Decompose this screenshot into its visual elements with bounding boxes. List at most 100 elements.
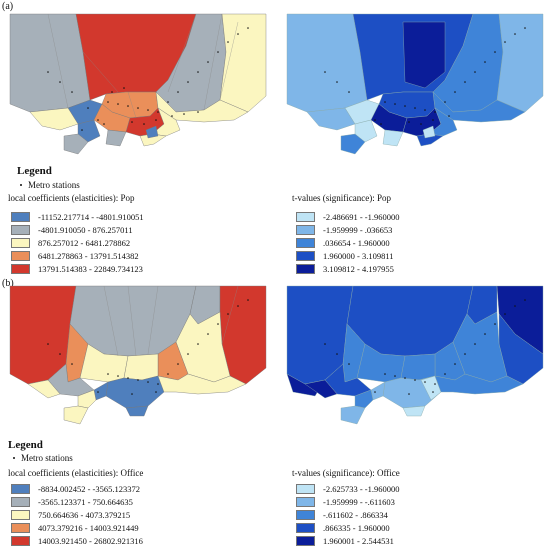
- region: [304, 379, 338, 399]
- legend-item-label: -2.486691 - -1.960000: [323, 211, 400, 222]
- legend-item: -2.625733 - -1.960000: [296, 482, 400, 495]
- caption-b-t-values: t-values (significance): Office: [292, 468, 400, 478]
- region: [123, 353, 159, 381]
- caption-a-coefficients: local coefficients (elasticities): Pop: [8, 193, 135, 203]
- region: [434, 373, 524, 395]
- region: [145, 125, 159, 139]
- region: [27, 379, 61, 399]
- region: [47, 363, 95, 397]
- legend-swatch: [11, 496, 30, 507]
- legend-item-label: -4801.910050 - 876.257011: [38, 224, 133, 235]
- legend-item: 750.664636 - 4073.379215: [11, 508, 143, 521]
- legend-swatch: [11, 250, 30, 261]
- legend-item-label: -2.625733 - -1.960000: [323, 483, 400, 494]
- legend-item-label: 3.109812 - 4.197955: [323, 263, 394, 274]
- legend-item: -1.959999 - -.611603: [296, 495, 400, 508]
- region: [29, 107, 79, 131]
- region: [496, 13, 544, 113]
- metro-label: Metro stations: [21, 453, 73, 463]
- region: [125, 405, 149, 417]
- legend-item: -4801.910050 - 876.257011: [11, 223, 144, 236]
- legend-swatch: [11, 237, 30, 248]
- legend-item: -11152.217714 - -4801.910051: [11, 210, 144, 223]
- legend-item-label: 13791.514383 - 22849.734123: [38, 263, 143, 274]
- region: [354, 389, 374, 409]
- region: [402, 21, 446, 89]
- legend-item-label: -8834.002452 - -3565.123372: [38, 483, 140, 494]
- legend-item-label: -1.959999 - -.611603: [323, 496, 395, 507]
- region: [340, 133, 366, 155]
- legend-item: -1.959999 - .036653: [296, 223, 400, 236]
- legend-swatch: [11, 535, 30, 546]
- legend-swatch: [11, 483, 30, 494]
- metro-label: Metro stations: [28, 180, 80, 190]
- region: [77, 389, 97, 409]
- legend-item: .866335 - 1.960000: [296, 521, 400, 534]
- legend-swatch: [11, 224, 30, 235]
- legend-item: 14003.921450 - 26802.921316: [11, 534, 143, 547]
- legend-item-label: 14003.921450 - 26802.921316: [38, 535, 143, 546]
- legend-title-b: Legend: [8, 439, 43, 451]
- legend-item-label: 6481.278863 - 13791.514382: [38, 250, 139, 261]
- legend-item: -.611602 - .866334: [296, 508, 400, 521]
- legend-a-coefficients: -11152.217714 - -4801.910051 -4801.91005…: [11, 210, 144, 275]
- legend-item: -2.486691 - -1.960000: [296, 210, 400, 223]
- region: [354, 119, 378, 143]
- panel-b-label: (b): [2, 278, 14, 289]
- region: [219, 13, 267, 113]
- legend-item-label: 1.960000 - 3.109811: [323, 250, 394, 261]
- legend-item-label: -3565.123371 - 750.664635: [38, 496, 133, 507]
- legend-item-label: 750.664636 - 4073.379215: [38, 509, 131, 520]
- caption-a-t-values: t-values (significance): Pop: [292, 193, 391, 203]
- legend-swatch: [296, 250, 315, 261]
- legend-item: 13791.514383 - 22849.734123: [11, 262, 144, 275]
- panel-a-label: (a): [2, 1, 14, 12]
- region: [77, 119, 101, 143]
- legend-item-label: 1.960001 - 2.544531: [323, 535, 394, 546]
- legend-swatch: [296, 522, 315, 533]
- legend-swatch: [296, 535, 315, 546]
- metro-legend-a: Metro stations: [20, 180, 80, 190]
- legend-a-t-values: -2.486691 - -1.960000 -1.959999 - .03665…: [296, 210, 400, 275]
- metro-station-icon: [13, 457, 15, 459]
- legend-b-t-values: -2.625733 - -1.960000 -1.959999 - -.6116…: [296, 482, 400, 547]
- legend-title-a: Legend: [17, 165, 52, 177]
- legend-swatch: [11, 211, 30, 222]
- map-a-t-values: [286, 13, 544, 155]
- region: [382, 129, 404, 147]
- legend-swatch: [296, 263, 315, 274]
- legend-item: .036654 - 1.960000: [296, 236, 400, 249]
- legend-item-label: 4073.379216 - 14003.921449: [38, 522, 139, 533]
- region: [286, 13, 368, 113]
- legend-item-label: -.611602 - .866334: [323, 509, 388, 520]
- region: [402, 405, 426, 417]
- legend-item-label: .036654 - 1.960000: [323, 237, 390, 248]
- region: [422, 125, 436, 139]
- legend-item: 6481.278863 - 13791.514382: [11, 249, 144, 262]
- legend-swatch: [11, 509, 30, 520]
- region: [340, 405, 366, 425]
- legend-item: -3565.123371 - 750.664635: [11, 495, 143, 508]
- map-b-t-values: [286, 285, 544, 425]
- legend-swatch: [296, 237, 315, 248]
- metro-station-icon: [20, 184, 22, 186]
- legend-swatch: [296, 496, 315, 507]
- region: [63, 133, 89, 155]
- legend-item: 3.109812 - 4.197955: [296, 262, 400, 275]
- legend-b-coefficients: -8834.002452 - -3565.123372 -3565.123371…: [11, 482, 143, 547]
- caption-b-coefficients: local coefficients (elasticities): Offic…: [8, 468, 144, 478]
- legend-swatch: [296, 509, 315, 520]
- legend-swatch: [296, 224, 315, 235]
- legend-item: 1.960000 - 3.109811: [296, 249, 400, 262]
- legend-item: 876.257012 - 6481.278862: [11, 236, 144, 249]
- region: [105, 129, 127, 147]
- region: [93, 381, 109, 401]
- legend-swatch: [296, 211, 315, 222]
- legend-item-label: -1.959999 - .036653: [323, 224, 393, 235]
- legend-swatch: [11, 522, 30, 533]
- legend-item: 4073.379216 - 14003.921449: [11, 521, 143, 534]
- legend-item: -8834.002452 - -3565.123372: [11, 482, 143, 495]
- legend-swatch: [296, 483, 315, 494]
- map-a-coefficients: [9, 13, 267, 155]
- region: [157, 373, 247, 395]
